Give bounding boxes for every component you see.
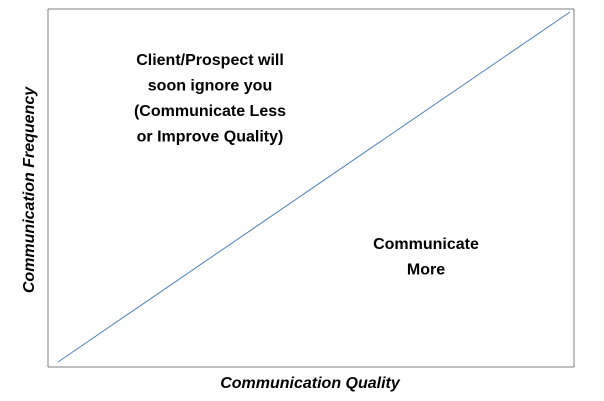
y-axis-label: Communication Frequency — [21, 86, 38, 293]
region-text: Client/Prospect will — [136, 52, 284, 69]
x-axis-label: Communication Quality — [220, 375, 401, 392]
region-text: Communicate — [373, 236, 479, 253]
diagonal — [57, 11, 571, 363]
region-text: (Communicate Less — [134, 103, 286, 120]
region-text: More — [407, 262, 445, 279]
region-text: or Improve Quality) — [137, 129, 284, 146]
regions: Client/Prospect will soon ignore you (Comm… — [134, 52, 479, 279]
region-text: soon ignore you — [148, 78, 272, 95]
